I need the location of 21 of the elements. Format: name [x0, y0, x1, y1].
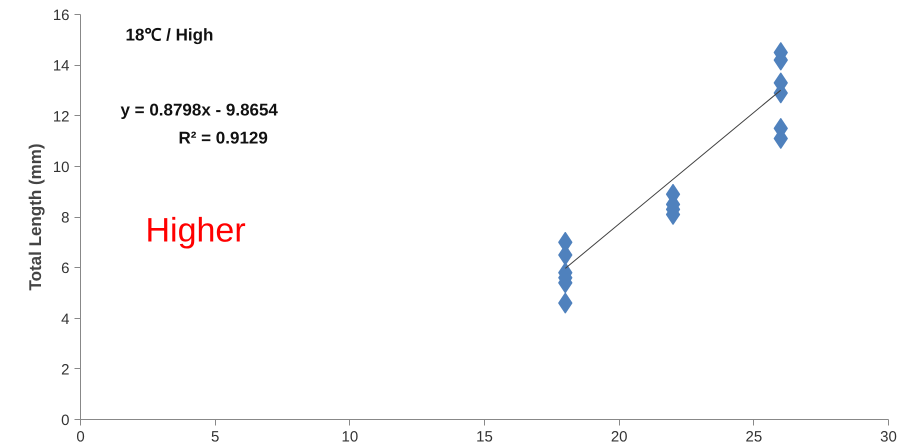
- y-tick-label: 4: [61, 310, 70, 328]
- x-tick-label: 10: [341, 428, 358, 444]
- x-tick-label: 25: [745, 428, 762, 444]
- annotation: R² = 0.9129: [178, 128, 268, 148]
- y-tick-label: 8: [61, 210, 70, 226]
- y-tick-label: 6: [61, 260, 70, 278]
- x-tick-label: 5: [210, 428, 220, 444]
- annotation: 18℃ / High: [126, 26, 214, 44]
- x-tick-label: 20: [610, 428, 628, 444]
- x-tick-label: 15: [476, 428, 493, 444]
- y-tick-label: 14: [52, 58, 70, 75]
- annotation: Higher: [146, 212, 246, 250]
- y-tick-label: 0: [61, 412, 70, 429]
- x-tick-label: 30: [880, 428, 897, 444]
- y-tick-label: 2: [61, 361, 70, 378]
- y-tick-label: 12: [52, 108, 70, 126]
- y-axis-title: Total Length (mm): [26, 144, 45, 290]
- x-tick-label: 0: [76, 428, 85, 444]
- annotation: y = 0.8798x - 9.8654: [120, 100, 278, 120]
- y-tick-label: 16: [52, 7, 70, 24]
- y-tick-label: 10: [52, 158, 70, 176]
